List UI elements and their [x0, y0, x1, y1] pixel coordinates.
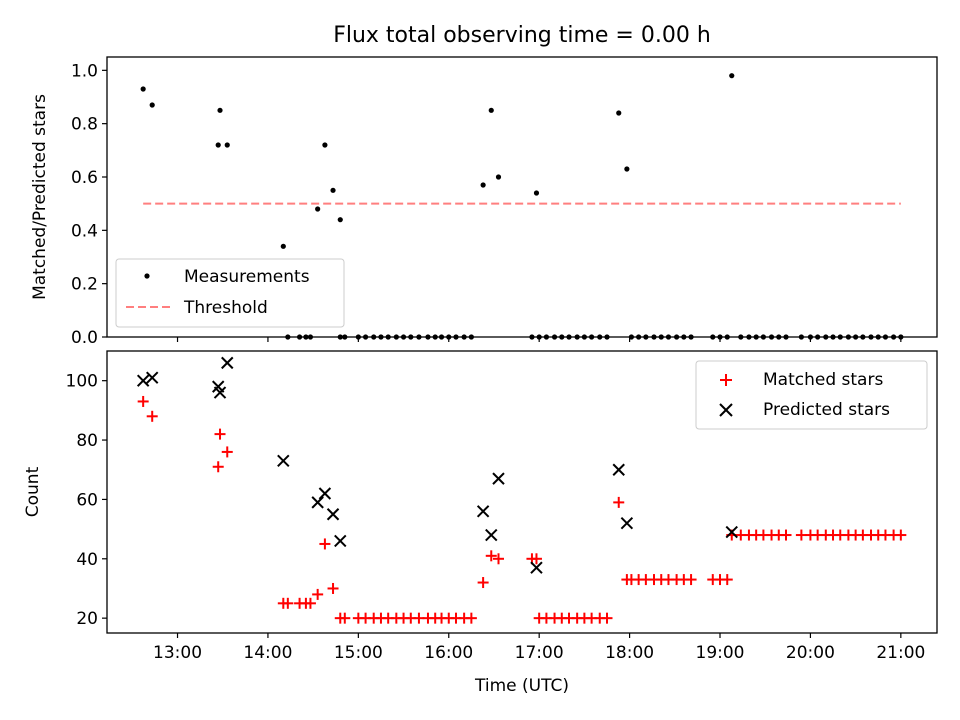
matched-star-point	[601, 612, 613, 624]
predicted-star-point	[277, 454, 290, 468]
legend-measurements-marker	[144, 273, 150, 279]
top-axes: 0.0 0.2 0.4 0.6 0.8 1.0 Matched/Predicted sta…	[30, 56, 938, 348]
y-tick-label: 0.6	[71, 168, 98, 188]
legend-predicted-label: Predicted stars	[763, 400, 890, 420]
measurement-point	[217, 107, 223, 113]
matched-star-point	[137, 395, 149, 407]
bottom-axes-xlabel: Time (UTC)	[474, 676, 569, 696]
x-tick-label: 13:00	[153, 643, 202, 663]
bottom-axes-ticks: 20 40 60 80 100 13:00 14:00 15:00 16:00 17:00 18:0…	[66, 372, 926, 663]
x-tick-label: 14:00	[243, 643, 292, 663]
top-legend: Measurements Threshold	[115, 258, 345, 328]
predicted-star-point	[318, 487, 332, 500]
y-tick-label: 100	[66, 372, 98, 392]
predicted-star-point	[334, 534, 347, 548]
y-tick-label: 0.2	[71, 275, 98, 295]
predicted-star-point	[221, 356, 234, 370]
measurement-point	[488, 107, 494, 113]
predicted-star-point	[530, 561, 543, 574]
y-tick-label: 20	[76, 609, 98, 629]
bottom-axes-marks	[136, 356, 907, 624]
matched-star-point	[319, 538, 331, 550]
x-tick-label: 21:00	[876, 643, 925, 663]
measurement-point	[215, 142, 221, 148]
y-tick-label: 0.8	[71, 115, 98, 135]
bottom-legend-frame	[695, 360, 928, 430]
chart-title: Flux total observing time = 0.00 h	[333, 23, 711, 48]
matched-star-point	[327, 582, 339, 594]
measurement-point	[533, 190, 540, 196]
top-axes-ticks: 0.0 0.2 0.4 0.6 0.8 1.0	[71, 61, 902, 348]
y-tick-label: 0.0	[71, 328, 98, 348]
matched-star-point	[304, 597, 316, 609]
measurement-point	[149, 102, 155, 108]
predicted-star-point	[136, 374, 150, 387]
x-tick-label: 15:00	[334, 643, 383, 663]
matched-star-point	[613, 496, 625, 508]
predicted-star-point	[485, 528, 498, 542]
predicted-star-point	[620, 516, 634, 530]
y-tick-label: 80	[76, 431, 98, 451]
matched-star-point	[146, 410, 158, 422]
matched-star-point	[530, 553, 542, 565]
legend-threshold-label: Threshold	[183, 298, 268, 318]
measurement-point	[480, 182, 486, 188]
measurement-point	[315, 206, 321, 212]
y-tick-label: 60	[76, 490, 98, 510]
matched-star-point	[685, 574, 697, 586]
top-axes-ylabel: Matched/Predicted stars	[30, 94, 50, 300]
y-tick-label: 0.4	[71, 221, 98, 241]
predicted-star-point	[145, 371, 159, 384]
measurement-point	[140, 86, 146, 92]
x-tick-label: 17:00	[515, 643, 564, 663]
matched-star-point	[492, 553, 504, 565]
matched-star-point	[465, 612, 477, 624]
legend-matched-label: Matched stars	[763, 370, 883, 390]
predicted-star-point	[476, 505, 490, 518]
matched-star-point	[477, 577, 489, 589]
x-tick-label: 20:00	[786, 643, 835, 663]
bottom-axes-ylabel: Count	[23, 466, 43, 517]
legend-matched-marker	[720, 374, 732, 386]
matched-star-point	[895, 529, 907, 541]
matched-star-point	[780, 529, 792, 541]
x-tick-label: 19:00	[696, 643, 745, 663]
measurement-point	[337, 217, 343, 223]
matched-star-point	[312, 588, 324, 600]
measurement-point	[224, 142, 230, 148]
bottom-axes: 20 40 60 80 100 13:00 14:00 15:00 16:00 17:00 18:0…	[23, 350, 938, 696]
x-tick-label: 16:00	[424, 643, 473, 663]
measurement-point	[330, 187, 336, 193]
matched-star-point	[282, 597, 294, 609]
top-axes-frame	[106, 56, 938, 338]
x-tick-label: 18:00	[605, 643, 654, 663]
matched-star-point	[485, 550, 497, 562]
predicted-star-point	[311, 496, 324, 509]
bottom-legend: Matched stars Predicted stars	[695, 360, 928, 430]
matched-star-point	[721, 574, 733, 586]
predicted-star-point	[326, 508, 340, 521]
measurement-point	[322, 142, 328, 148]
y-tick-label: 40	[76, 550, 98, 570]
legend-measurements-label: Measurements	[184, 267, 310, 287]
predicted-star-point	[213, 386, 227, 399]
measurement-point	[280, 243, 286, 249]
matched-star-point	[221, 446, 233, 458]
measurement-point	[729, 73, 735, 79]
top-legend-frame	[115, 258, 345, 328]
legend-predicted-marker	[719, 403, 733, 417]
y-tick-label: 1.0	[71, 61, 98, 81]
measurement-point	[624, 166, 630, 172]
predicted-star-point	[725, 525, 738, 539]
matched-star-point	[212, 461, 224, 473]
measurement-point	[495, 174, 502, 180]
predicted-star-point	[612, 463, 625, 476]
measurement-point	[616, 110, 622, 116]
predicted-star-point	[492, 472, 505, 485]
matched-star-point	[214, 428, 226, 440]
bottom-axes-frame	[106, 350, 938, 634]
matched-star-point	[339, 612, 351, 624]
